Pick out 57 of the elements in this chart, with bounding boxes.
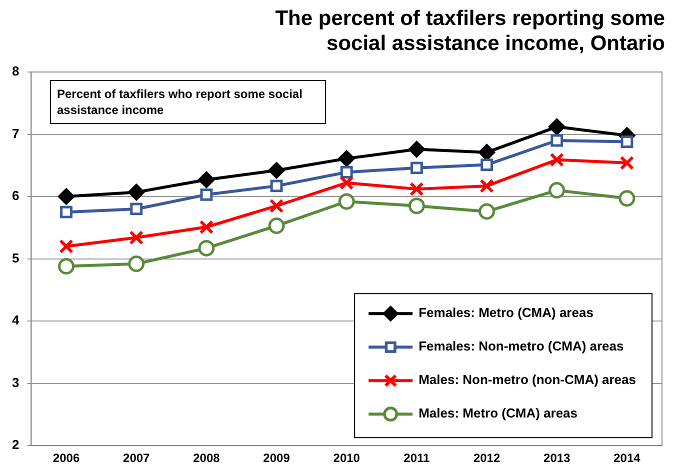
legend-label: Males: Non-metro (non-CMA) areas bbox=[418, 372, 636, 388]
point bbox=[58, 258, 75, 275]
point bbox=[128, 184, 145, 200]
point bbox=[128, 256, 145, 272]
x-tick-label: 2012 bbox=[473, 451, 500, 466]
chart-title: The percent of taxfilers reporting some social assistance income, Ontario bbox=[274, 6, 665, 56]
point bbox=[129, 230, 144, 245]
point bbox=[198, 171, 215, 188]
point bbox=[269, 198, 284, 214]
point bbox=[408, 198, 425, 214]
point bbox=[620, 136, 634, 148]
point bbox=[548, 182, 566, 199]
point bbox=[410, 182, 424, 196]
point bbox=[550, 152, 564, 167]
x-tick-label: 2009 bbox=[263, 451, 290, 466]
point bbox=[60, 206, 72, 218]
annotation: Percent of taxfilers who report some social assistance income bbox=[50, 80, 326, 124]
y-tick-label: 7 bbox=[12, 126, 20, 141]
point bbox=[618, 190, 636, 207]
y-tick-label: 8 bbox=[12, 64, 20, 79]
point bbox=[198, 240, 215, 256]
point bbox=[270, 180, 283, 192]
point bbox=[478, 144, 496, 161]
point bbox=[200, 188, 213, 201]
point bbox=[620, 156, 634, 170]
point bbox=[480, 178, 494, 194]
y-tick-label: 3 bbox=[12, 374, 20, 390]
point bbox=[480, 158, 493, 171]
x-tick-label: 2008 bbox=[193, 451, 220, 466]
point bbox=[410, 162, 423, 174]
point bbox=[130, 202, 143, 216]
point bbox=[340, 166, 353, 178]
point bbox=[59, 239, 74, 254]
point bbox=[338, 193, 355, 210]
x-tick-label: 2010 bbox=[333, 451, 360, 466]
point bbox=[338, 150, 355, 167]
legend-label: Males: Metro (CMA) areas bbox=[418, 406, 578, 421]
point bbox=[199, 220, 214, 234]
point bbox=[268, 218, 285, 234]
point bbox=[548, 118, 566, 136]
point bbox=[478, 203, 496, 220]
x-tick-label: 2011 bbox=[404, 451, 430, 466]
y-tick-label: 6 bbox=[12, 188, 20, 204]
legend-label: Females: Non-metro (CMA) areas bbox=[418, 338, 624, 354]
point bbox=[408, 140, 425, 158]
legend-label: Females: Metro (CMA) areas bbox=[418, 305, 594, 320]
point bbox=[550, 134, 564, 147]
x-tick-label: 2013 bbox=[544, 451, 571, 466]
point bbox=[268, 162, 285, 179]
y-tick-label: 2 bbox=[12, 437, 20, 452]
y-tick-label: 4 bbox=[12, 312, 20, 328]
point bbox=[58, 188, 75, 205]
y-tick-label: 5 bbox=[12, 250, 20, 266]
point bbox=[339, 176, 354, 190]
x-tick-label: 2014 bbox=[614, 451, 641, 466]
x-tick-label: 2007 bbox=[123, 451, 150, 466]
x-tick-label: 2006 bbox=[52, 451, 80, 466]
